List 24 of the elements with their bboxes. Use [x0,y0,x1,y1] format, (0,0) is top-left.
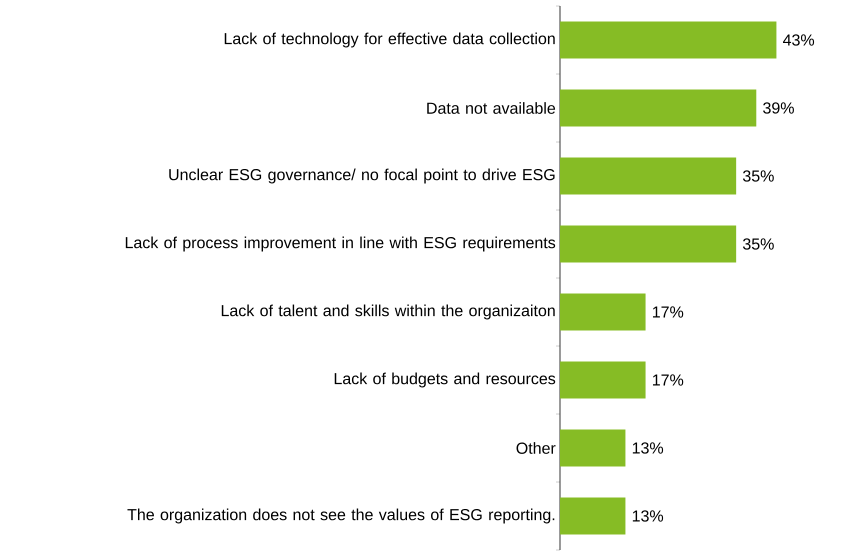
bar [560,90,756,127]
y-tick-label: Other [516,442,556,454]
data-label: 13% [632,442,664,454]
data-label: 17% [652,374,684,386]
y-tick-label: Lack of technology for effective data collection [224,32,555,48]
bar [560,362,646,399]
y-tick-label: The organization does not see the values of ESG reporting. [127,508,554,524]
data-label: 17% [652,306,684,318]
data-label: 35% [742,170,774,182]
data-label: 13% [632,510,664,522]
y-tick-label: Lack of budgets and resources [334,372,556,388]
data-label: 39% [763,102,794,114]
bar [560,430,626,467]
data-label: 43% [782,34,814,46]
y-tick-label: Lack of process improvement in line with ESG requirements [126,236,556,252]
bar [560,294,646,331]
bar [560,158,736,195]
bar [560,498,626,535]
bar [560,22,776,59]
y-tick-label: Lack of talent and skills within the organizaiton [222,304,555,320]
y-tick-label: Data not available [427,102,556,114]
y-tick-label: Unclear ESG governance/ no focal point to drive ESG [169,168,555,184]
data-label: 35% [742,238,774,250]
bar [560,226,736,263]
